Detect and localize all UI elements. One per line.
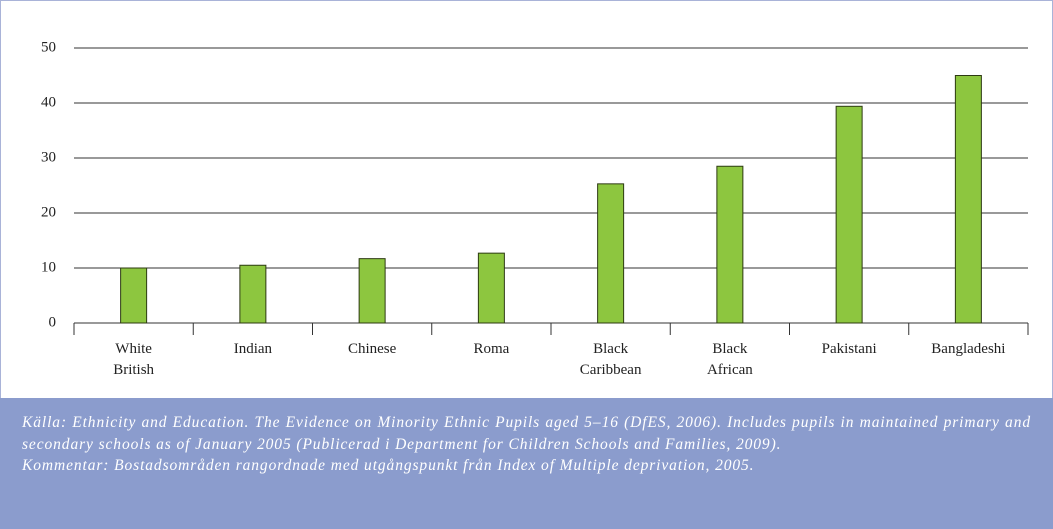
comment-note: Kommentar: Bostadsområden rangordnade me…	[22, 457, 755, 474]
bar	[835, 105, 863, 324]
bar	[716, 165, 744, 324]
x-tick-label: Black Caribbean	[579, 341, 642, 378]
x-tick-label: Bangladeshi	[931, 341, 1006, 357]
bar	[239, 264, 267, 324]
x-tick-label: Black African	[706, 341, 753, 378]
y-tick-label: 40	[41, 94, 56, 110]
x-tick-label: White British	[113, 341, 155, 378]
chart: 0 10 20 30 40 50	[41, 39, 1029, 335]
bar	[120, 267, 148, 324]
caption: Källa: Ethnicity and Education. The Evid…	[0, 398, 1053, 529]
y-tick-label: 0	[49, 314, 57, 330]
x-tick-label: Chinese	[347, 341, 397, 357]
y-tick-label: 30	[41, 149, 56, 165]
y-tick-label: 20	[41, 204, 56, 220]
x-tick-label: Indian	[233, 341, 273, 357]
bar	[358, 258, 386, 324]
x-tick-label: Pakistani	[821, 341, 877, 357]
chart-frame: 0 10 20 30 40 50 White British Indian Chinese Ro…	[0, 0, 1053, 398]
bar	[954, 75, 982, 324]
bar	[477, 252, 505, 324]
y-tick-label: 10	[41, 259, 56, 275]
y-tick-label: 50	[41, 39, 56, 55]
bar	[597, 183, 625, 324]
source-note: Källa: Ethnicity and Education. The Evid…	[22, 414, 1031, 453]
x-tick-label: Roma	[473, 341, 510, 357]
